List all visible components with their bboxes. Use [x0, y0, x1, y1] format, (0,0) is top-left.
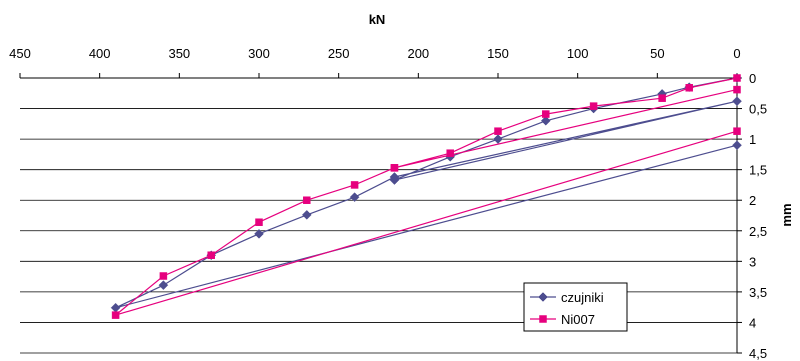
x-tick-label: 150	[487, 46, 509, 61]
data-point-ni007	[256, 219, 263, 226]
series-line-ni007	[116, 78, 737, 315]
data-point-ni007	[734, 128, 741, 135]
y-tick-label: 4	[749, 315, 756, 330]
data-point-ni007	[590, 103, 597, 110]
data-point-czujniki	[733, 97, 742, 106]
y-axis-title: mm	[779, 203, 794, 226]
x-axis-title: kN	[369, 12, 386, 27]
x-tick-label: 400	[89, 46, 111, 61]
y-tick-label: 3,5	[749, 285, 767, 300]
legend: czujniki Ni007	[524, 283, 627, 331]
legend-label-czujniki: czujniki	[561, 290, 604, 305]
data-point-czujniki	[302, 210, 311, 219]
series-ni007	[112, 75, 740, 319]
data-point-ni007	[112, 312, 119, 319]
x-tick-label: 450	[9, 46, 31, 61]
y-tick-label: 1	[749, 132, 756, 147]
data-point-ni007	[447, 150, 454, 157]
data-point-ni007	[391, 164, 398, 171]
data-point-ni007	[686, 84, 693, 91]
data-point-ni007	[734, 75, 741, 82]
y-tick-label: 4,5	[749, 346, 767, 361]
data-point-ni007	[495, 128, 502, 135]
x-tick-label: 200	[407, 46, 429, 61]
x-tick-label: 350	[168, 46, 190, 61]
x-tick-label: 50	[650, 46, 664, 61]
data-point-ni007	[208, 252, 215, 259]
x-tick-label: 300	[248, 46, 270, 61]
y-tick-label: 2,5	[749, 224, 767, 239]
series-czujniki	[111, 74, 741, 313]
y-tick-label: 1,5	[749, 163, 767, 178]
y-tick-label: 2	[749, 193, 756, 208]
data-point-ni007	[303, 197, 310, 204]
data-point-ni007	[351, 181, 358, 188]
y-tick-label: 0,5	[749, 102, 767, 117]
data-point-ni007	[542, 111, 549, 118]
data-point-ni007	[659, 95, 666, 102]
x-tick-label: 250	[328, 46, 350, 61]
data-point-czujniki	[494, 135, 503, 144]
legend-label-ni007: Ni007	[561, 312, 595, 327]
x-tick-label: 100	[567, 46, 589, 61]
data-point-ni007	[160, 273, 167, 280]
series-line-czujniki	[116, 78, 737, 308]
data-point-ni007	[734, 86, 741, 93]
x-tick-label: 0	[733, 46, 740, 61]
axes: 0 0,5 1 1,5 2 2,5 3 3,5 4 4,5 450 400 350 300 250 200 15…	[9, 46, 767, 361]
y-tick-label: 3	[749, 254, 756, 269]
series-layer	[111, 74, 741, 319]
y-tick-label: 0	[749, 71, 756, 86]
data-point-czujniki	[733, 141, 742, 150]
legend-marker-ni007	[540, 316, 547, 323]
data-point-czujniki	[111, 303, 120, 312]
data-point-czujniki	[159, 281, 168, 290]
